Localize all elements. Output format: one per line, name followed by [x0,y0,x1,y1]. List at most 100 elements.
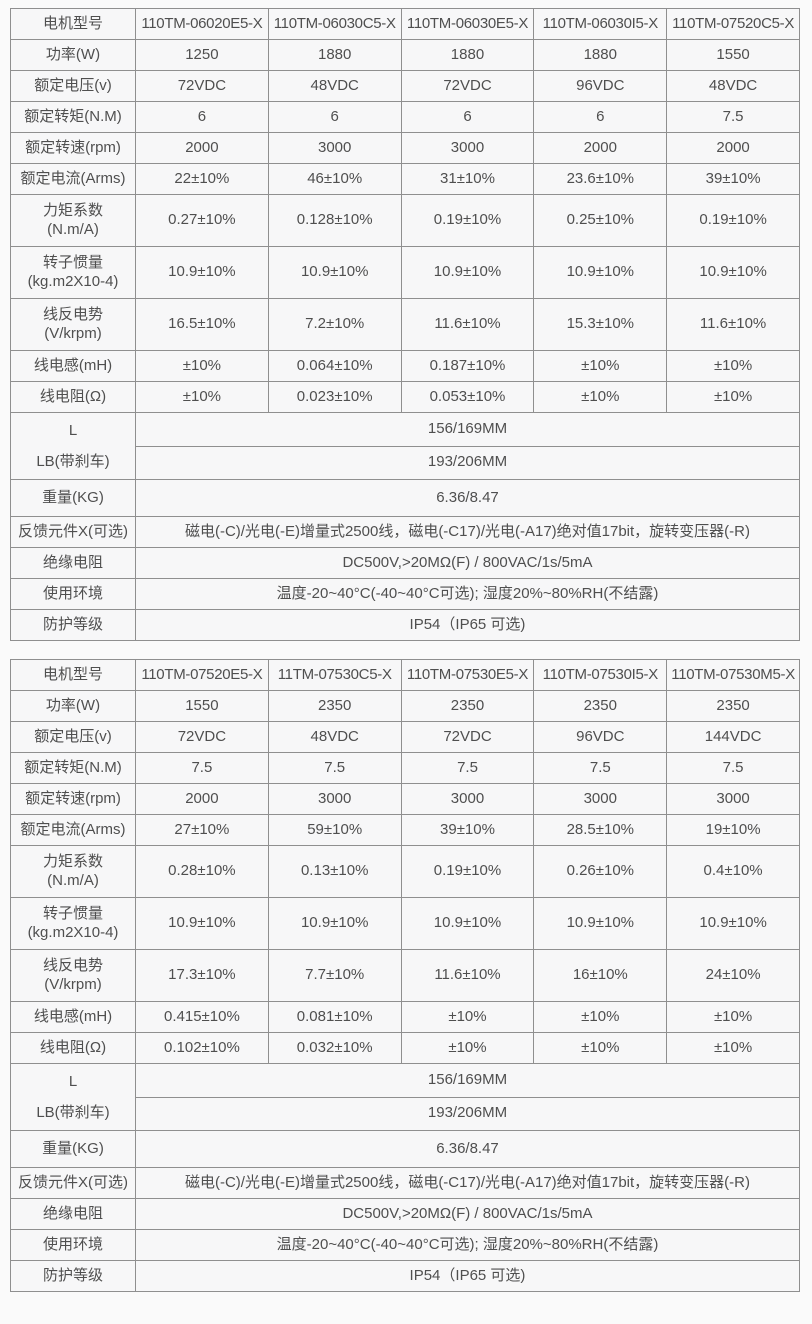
row-label-text: 线电阻(Ω) [39,387,107,405]
dimension-row-lb: 193/206MM [11,1096,800,1131]
spec-row-back-emf: 线反电势 (V/krpm) 16.5±10% 7.2±10% 11.6±10% 15.3±… [10,298,800,351]
model-name-header: 110TM-06030E5-X [400,8,535,40]
row-label-unit: (N.m/A) [47,220,99,238]
spec-value-rated-torque: 6 [533,101,668,133]
spec-row-line-inductance: 线电感(mH) ±10% 0.064±10% 0.187±10% ±10% ±10% [10,350,800,382]
length-with-brake-label: LB(带刹车) [36,1104,110,1121]
spec-row-rated-voltage: 额定电压(v) 72VDC 48VDC 72VDC 96VDC 144VDC [10,721,800,753]
row-label-operating-environment: 使用环境 [10,578,136,610]
row-label-protection-rating: 防护等级 [10,609,136,641]
spec-value-rated-current: 27±10% [135,814,269,846]
row-label-power: 功率(W) [10,39,136,71]
spec-value-power: 2350 [400,690,535,722]
spec-value-back-emf: 11.6±10% [666,298,800,351]
spec-value-rated-voltage: 96VDC [533,721,668,753]
spec-value-line-inductance: ±10% [666,350,800,382]
row-label-rated-voltage: 额定电压(v) [10,721,136,753]
row-label-text: 额定电流(Arms) [20,169,126,187]
row-label-line-inductance: 线电感(mH) [10,350,136,382]
spec-value-power: 1550 [135,690,269,722]
length-value: 156/169MM [135,1063,800,1098]
spec-row-rotor-inertia: 转子惯量 (kg.m2X10-4) 10.9±10% 10.9±10% 10.9±10%… [10,897,800,950]
spec-row-rated-current: 额定电流(Arms) 22±10% 46±10% 31±10% 23.6±10% 39±1… [10,163,800,195]
info-row-insulation-resistance: 绝缘电阻 DC500V,>20MΩ(F) / 800VAC/1s/5mA [10,1198,800,1230]
spec-value-rated-current: 39±10% [666,163,800,195]
spec-value-power: 1880 [267,39,402,71]
spec-row-line-inductance: 线电感(mH) 0.415±10% 0.081±10% ±10% ±10% ±10% [10,1001,800,1033]
spec-value-rated-torque: 7.5 [666,101,800,133]
spec-value-line-inductance: 0.187±10% [400,350,535,382]
model-name-header: 110TM-06020E5-X [135,8,269,40]
model-name-header: 110TM-07520E5-X [135,659,269,691]
row-label-text: 线反电势 [42,305,103,323]
row-label-text: 额定转速(rpm) [25,789,121,807]
spec-value-rated-torque: 7.5 [400,752,535,784]
model-header-row: 电机型号 110TM-06020E5-X 110TM-06030C5-X 110TM-… [10,8,800,40]
row-label-text: 线电感(mH) [33,356,113,374]
spec-row-line-resistance: 线电阻(Ω) ±10% 0.023±10% 0.053±10% ±10% ±10% [10,381,800,413]
row-label-rated-speed: 额定转速(rpm) [10,132,136,164]
spec-value-rated-voltage: 48VDC [267,70,402,102]
info-row-feedback-options: 反馈元件X(可选) 磁电(-C)/光电(-E)增量式2500线，磁电(-C17)/… [10,516,800,548]
row-label-text: 额定转速(rpm) [25,138,121,156]
spec-value-line-inductance: ±10% [666,1001,800,1033]
row-label-text: 力矩系数 [42,852,103,870]
spec-value-rotor-inertia: 10.9±10% [666,897,800,950]
spec-value-rotor-inertia: 10.9±10% [533,897,668,950]
spec-row-power: 功率(W) 1250 1880 1880 1880 1550 [10,39,800,71]
info-value-protection-rating: IP54（IP65 可选) [135,1260,800,1292]
row-label-weight: 重量(KG) [10,479,136,517]
row-label-insulation-resistance: 绝缘电阻 [10,547,136,579]
row-label-line-resistance: 线电阻(Ω) [10,381,136,413]
info-row-protection-rating: 防护等级 IP54（IP65 可选) [10,1260,800,1292]
row-label-line-inductance: 线电感(mH) [10,1001,136,1033]
model-name-header: 110TM-07530M5-X [666,659,800,691]
spec-value-back-emf: 7.2±10% [267,298,402,351]
row-label-protection-rating: 防护等级 [10,1260,136,1292]
row-label-line-resistance: 线电阻(Ω) [10,1032,136,1064]
row-label-rated-torque: 额定转矩(N.M) [10,101,136,133]
spec-value-back-emf: 11.6±10% [400,298,535,351]
spec-value-rated-current: 28.5±10% [533,814,668,846]
info-value-operating-environment: 温度-20~40°C(-40~40°C可选); 湿度20%~80%RH(不结露) [135,1229,800,1261]
info-value-insulation-resistance: DC500V,>20MΩ(F) / 800VAC/1s/5mA [135,547,800,579]
info-row-insulation-resistance: 绝缘电阻 DC500V,>20MΩ(F) / 800VAC/1s/5mA [10,547,800,579]
dimension-row-l: L LB(带刹车) 156/169MM [10,412,800,480]
spec-value-line-resistance: ±10% [400,1032,535,1064]
row-label-text: 额定电压(v) [34,727,112,745]
row-label-feedback-options: 反馈元件X(可选) [10,516,136,548]
row-label-weight: 重量(KG) [10,1130,136,1168]
spec-value-torque-constant: 0.4±10% [666,845,800,898]
row-label-text: 转子惯量 [42,253,103,271]
spec-value-line-resistance: 0.032±10% [267,1032,402,1064]
spec-value-rotor-inertia: 10.9±10% [533,246,668,299]
spec-value-power: 1550 [666,39,800,71]
spec-row-rated-speed: 额定转速(rpm) 2000 3000 3000 2000 2000 [10,132,800,164]
model-name-header: 110TM-06030I5-X [533,8,668,40]
spec-value-rated-current: 19±10% [666,814,800,846]
spec-value-torque-constant: 0.19±10% [400,845,535,898]
spec-value-torque-constant: 0.19±10% [666,194,800,247]
model-name-header: 11TM-07530C5-X [267,659,402,691]
row-label-rated-current: 额定电流(Arms) [10,814,136,846]
model-name-header: 110TM-07520C5-X [666,8,800,40]
row-label-text: 转子惯量 [42,904,103,922]
length-with-brake-value: 193/206MM [135,1096,800,1131]
spec-value-rotor-inertia: 10.9±10% [135,897,269,950]
motor-spec-table-2: 电机型号 110TM-07520E5-X 11TM-07530C5-X 110TM-0… [10,659,800,1292]
spec-row-line-resistance: 线电阻(Ω) 0.102±10% 0.032±10% ±10% ±10% ±10% [10,1032,800,1064]
spec-row-power: 功率(W) 1550 2350 2350 2350 2350 [10,690,800,722]
spec-row-rated-voltage: 额定电压(v) 72VDC 48VDC 72VDC 96VDC 48VDC [10,70,800,102]
row-label-unit: (kg.m2X10-4) [27,923,119,941]
spec-value-line-inductance: ±10% [400,1001,535,1033]
spec-value-rotor-inertia: 10.9±10% [400,897,535,950]
spec-value-rated-current: 23.6±10% [533,163,668,195]
spec-row-rated-speed: 额定转速(rpm) 2000 3000 3000 3000 3000 [10,783,800,815]
row-label-back-emf: 线反电势 (V/krpm) [10,949,136,1002]
spec-value-line-inductance: 0.064±10% [267,350,402,382]
spec-value-line-resistance: 0.053±10% [400,381,535,413]
spec-row-rated-current: 额定电流(Arms) 27±10% 59±10% 39±10% 28.5±10% 19±1… [10,814,800,846]
spec-value-rated-speed: 2000 [135,132,269,164]
row-label-motor-model: 电机型号 [10,8,136,40]
